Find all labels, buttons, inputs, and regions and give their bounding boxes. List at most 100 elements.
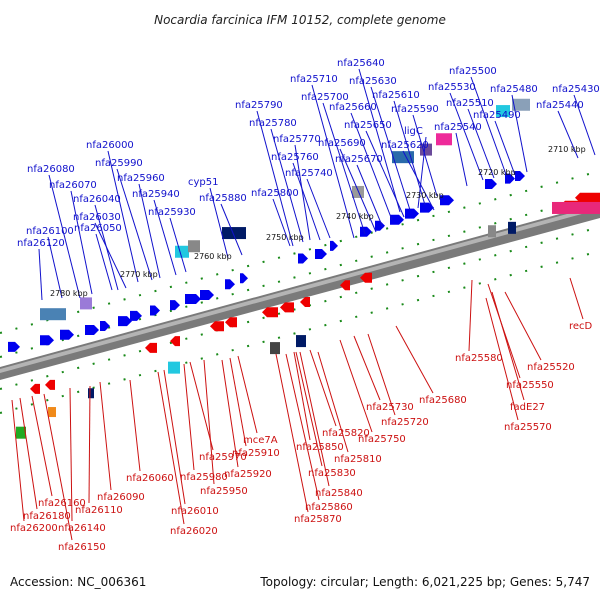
- kbp-marker-0: 2710 kbp: [548, 145, 586, 154]
- feature-block-17: [88, 388, 94, 399]
- reverse-label-8: nfa25730: [366, 402, 414, 413]
- forward-label-6: nfa25530: [428, 82, 476, 93]
- feature-block-7: [436, 133, 452, 146]
- gene-features: [0, 98, 600, 439]
- reverse-leader-7: [367, 333, 396, 416]
- reverse-leader-17: [237, 355, 258, 434]
- forward-label-21: nfa25760: [271, 152, 319, 163]
- reverse-leader-31: [19, 397, 38, 510]
- kbp-marker-4: 2750 kbp: [266, 233, 304, 242]
- kbp-marker-7: 2780 kbp: [50, 289, 88, 298]
- reverse-label-32: nfa26200: [10, 523, 58, 534]
- reverse-leader-23: [163, 369, 186, 505]
- forward-leader-30: [138, 183, 161, 279]
- forward-label-11: ligC: [404, 126, 423, 137]
- feature-block-13: [296, 335, 306, 348]
- reverse-leader-12: [295, 351, 323, 467]
- forward-leader-19: [311, 84, 355, 239]
- reverse-label-30: nfa26160: [38, 498, 86, 509]
- forward-leader-23: [270, 128, 304, 243]
- reverse-leader-28: [69, 387, 73, 522]
- reverse-leader-9: [339, 339, 373, 433]
- forward-leader-16: [356, 164, 384, 229]
- reverse-leader-5: [468, 279, 473, 352]
- reverse-leader-10: [317, 351, 349, 453]
- forward-label-2: nfa25480: [490, 84, 538, 95]
- forward-label-9: nfa25610: [372, 90, 420, 101]
- forward-leader-28: [169, 217, 187, 273]
- reverse-gene-8: [300, 297, 310, 307]
- forward-label-3: nfa25490: [473, 110, 521, 121]
- feature-block-0: [40, 308, 66, 321]
- reverse-leader-21: [189, 361, 214, 451]
- feature-block-15: [16, 426, 26, 439]
- reverse-label-23: nfa26010: [171, 506, 219, 517]
- forward-leader-18: [322, 102, 366, 235]
- forward-label-13: nfa25640: [337, 58, 385, 69]
- feature-block-19: [488, 225, 496, 238]
- reverse-leader-32: [11, 399, 25, 522]
- reverse-leader-22: [183, 363, 195, 471]
- forward-label-15: nfa25660: [329, 102, 377, 113]
- forward-leader-25: [272, 198, 291, 247]
- reverse-gene-1: [45, 379, 55, 390]
- feature-block-12: [270, 342, 280, 355]
- reverse-gene-9: [340, 280, 350, 291]
- reverse-label-24: nfa26020: [170, 526, 218, 537]
- forward-gene-13: [298, 253, 308, 264]
- forward-leader-24: [256, 110, 294, 247]
- forward-label-36: nfa26070: [49, 180, 97, 191]
- reverse-label-15: nfa25860: [305, 502, 353, 513]
- forward-leader-12: [370, 86, 411, 211]
- forward-gene-14: [315, 248, 327, 259]
- forward-gene-24: [515, 170, 525, 181]
- reverse-label-3: fadE27: [510, 402, 545, 413]
- forward-label-20: nfa25740: [285, 168, 333, 179]
- label-leader-lines: [11, 68, 596, 541]
- forward-leader-37: [48, 174, 81, 299]
- forward-gene-16: [360, 226, 372, 237]
- reverse-leader-3: [491, 291, 525, 401]
- reverse-leader-13: [299, 351, 330, 487]
- forward-leader-31: [116, 168, 153, 281]
- reverse-leader-14: [293, 351, 311, 441]
- forward-gene-23: [505, 173, 515, 184]
- reverse-leader-29: [43, 393, 73, 541]
- forward-label-31: nfa25990: [95, 158, 143, 169]
- reverse-leader-6: [395, 325, 434, 394]
- forward-leader-10: [402, 150, 435, 211]
- forward-leader-5: [467, 108, 495, 179]
- gene-labels: nfa25430 nfa25440 nfa25480 nfa25490 nfa25500…: [10, 58, 600, 553]
- forward-label-37: nfa26080: [27, 164, 75, 175]
- forward-leader-33: [94, 222, 127, 289]
- forward-gene-5: [118, 316, 132, 327]
- reverse-label-0: recD: [569, 321, 593, 332]
- feature-block-11: [352, 185, 364, 198]
- reverse-leader-26: [99, 381, 112, 491]
- forward-label-27: nfa25880: [199, 193, 247, 204]
- reverse-label-12: nfa25830: [308, 468, 356, 479]
- reverse-gene-10: [360, 272, 372, 283]
- reverse-gene-3: [170, 336, 180, 347]
- forward-gene-18: [390, 214, 404, 225]
- forward-leader-13: [358, 68, 401, 213]
- forward-gene-8: [170, 300, 180, 311]
- forward-gene-15: [330, 240, 338, 251]
- genome-backbone: [0, 203, 600, 380]
- forward-leader-29: [153, 199, 177, 276]
- reverse-label-7: nfa25720: [381, 417, 429, 428]
- forward-leader-22: [294, 144, 311, 241]
- feature-block-1: [80, 297, 92, 310]
- forward-label-7: nfa25540: [434, 122, 482, 133]
- forward-leader-8: [412, 114, 438, 197]
- forward-gene-1: [40, 335, 54, 346]
- reverse-label-13: nfa25840: [315, 488, 363, 499]
- reverse-leader-0: [569, 277, 584, 320]
- forward-leader-38: [47, 236, 63, 299]
- forward-label-19: nfa25710: [290, 74, 338, 85]
- reverse-label-14: nfa25850: [296, 442, 344, 453]
- forward-gene-4: [100, 321, 110, 331]
- forward-label-10: nfa25620: [381, 140, 429, 151]
- forward-leader-34: [94, 204, 119, 291]
